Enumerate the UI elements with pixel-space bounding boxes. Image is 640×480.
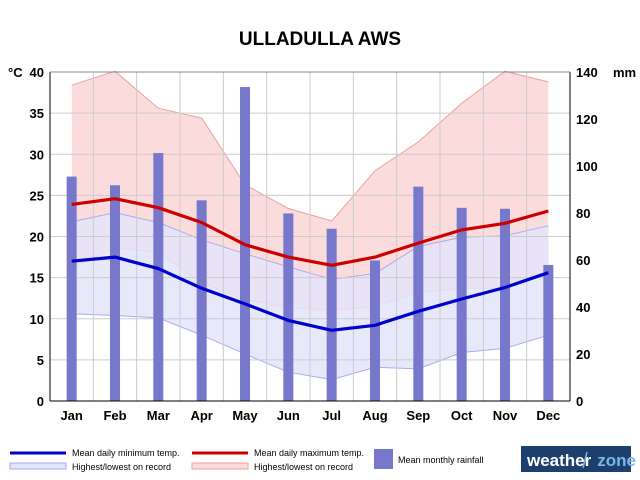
axes xyxy=(49,71,571,402)
right-tick-label-40: 40 xyxy=(576,300,590,315)
tick-labels: 0 5 10 15 20 25 30 35 40 0 20 40 60 80 100 120 140 Jan Feb… xyxy=(30,65,598,423)
left-tick-label-20: 20 xyxy=(30,230,44,245)
right-axis-unit: mm xyxy=(613,65,636,80)
left-tick-label-30: 30 xyxy=(30,147,44,162)
legend-rain-swatch xyxy=(374,449,393,469)
month-label-jul: Jul xyxy=(322,408,341,423)
rainfall-bar-aug xyxy=(370,260,380,401)
rainfall-bar-apr xyxy=(196,200,207,401)
logo-text-zone: zone xyxy=(597,451,636,470)
left-tick-label-40: 40 xyxy=(30,65,44,80)
month-label-apr: Apr xyxy=(190,408,212,423)
left-tick-label-15: 15 xyxy=(30,271,44,286)
logo-slash xyxy=(582,451,588,469)
rainfall-bar-oct xyxy=(456,207,467,401)
month-label-jan: Jan xyxy=(60,408,82,423)
rainfall-bars xyxy=(66,87,554,401)
rainfall-bar-feb xyxy=(110,185,120,401)
rainfall-bar-jan xyxy=(66,176,77,401)
right-tick-label-0: 0 xyxy=(576,394,583,409)
month-label-feb: Feb xyxy=(103,408,126,423)
right-tick-label-20: 20 xyxy=(576,347,590,362)
temperature-lines xyxy=(71,197,549,332)
legend-min-record-label: Highest/lowest on record xyxy=(72,462,171,472)
month-label-dec: Dec xyxy=(536,408,560,423)
rainfall-bar-jun xyxy=(283,213,294,401)
max-temp-line xyxy=(71,197,549,267)
legend-max-record-swatch xyxy=(191,462,249,470)
weatherzone-logo: weather zone xyxy=(521,446,636,472)
month-label-mar: Mar xyxy=(147,408,170,423)
rainfall-bar-nov xyxy=(500,208,510,401)
logo-text-weather: weather xyxy=(526,451,592,470)
legend-max-record-label: Highest/lowest on record xyxy=(254,462,353,472)
month-label-may: May xyxy=(232,408,258,423)
month-label-jun: Jun xyxy=(277,408,300,423)
right-tick-label-100: 100 xyxy=(576,159,598,174)
month-label-aug: Aug xyxy=(362,408,387,423)
left-tick-label-0: 0 xyxy=(37,394,44,409)
legend-min-label: Mean daily minimum temp. xyxy=(72,448,180,458)
rainfall-bar-sep xyxy=(413,186,424,401)
month-label-sep: Sep xyxy=(406,408,430,423)
min-temp-line xyxy=(71,255,549,332)
rainfall-bar-jul xyxy=(326,228,337,401)
legend: Mean daily minimum temp. Mean daily maxi… xyxy=(9,448,484,472)
month-label-oct: Oct xyxy=(451,408,473,423)
month-label-nov: Nov xyxy=(493,408,518,423)
left-axis-unit: °C xyxy=(8,65,23,80)
left-tick-label-35: 35 xyxy=(30,106,44,121)
rainfall-bar-mar xyxy=(153,153,164,401)
chart-title: ULLADULLA AWS xyxy=(239,29,401,50)
grid-lines xyxy=(50,71,570,402)
left-tick-label-10: 10 xyxy=(30,312,44,327)
logo-background xyxy=(521,446,631,472)
legend-min-record-swatch xyxy=(9,462,67,470)
right-tick-label-140: 140 xyxy=(576,65,598,80)
left-tick-label-5: 5 xyxy=(37,353,44,368)
right-tick-label-60: 60 xyxy=(576,253,590,268)
legend-max-label: Mean daily maximum temp. xyxy=(254,448,364,458)
rainfall-bar-dec xyxy=(543,264,554,401)
right-tick-label-120: 120 xyxy=(576,112,598,127)
legend-rain-label: Mean monthly rainfall xyxy=(398,455,484,465)
right-tick-label-80: 80 xyxy=(576,206,590,221)
left-tick-label-25: 25 xyxy=(30,188,44,203)
